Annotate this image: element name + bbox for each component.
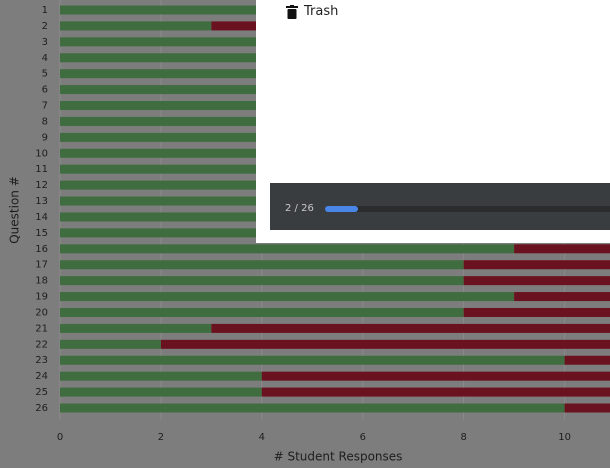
bar-segment (60, 387, 262, 397)
trash-icon (286, 4, 298, 19)
bar-segment (261, 387, 610, 397)
y-tick-label: 10 (35, 148, 48, 159)
y-tick-label: 13 (35, 196, 48, 207)
bar-segment (60, 323, 212, 333)
bar-segment (60, 371, 262, 381)
y-tick-label: 18 (35, 276, 48, 287)
y-tick-label: 11 (35, 164, 48, 175)
bar-segment (261, 371, 610, 381)
bar-segment (564, 403, 610, 413)
y-tick-label: 25 (35, 387, 48, 398)
bar-segment (60, 403, 565, 413)
bar-segment (463, 276, 610, 286)
viewer-bar: 2 / 26 (270, 183, 610, 230)
y-tick-label: 4 (42, 53, 48, 64)
y-tick-label: 17 (35, 260, 48, 271)
x-axis-title: # Student Responses (274, 450, 403, 464)
bar-segment (60, 276, 464, 286)
y-tick-label: 19 (35, 292, 48, 303)
page-counter: 2 / 26 (285, 203, 314, 214)
y-tick-label: 23 (35, 355, 48, 366)
y-axis-title: Question # (8, 176, 22, 244)
y-tick-label: 3 (42, 37, 48, 48)
bar-segment (60, 260, 464, 270)
y-tick-label: 22 (35, 339, 48, 350)
popup: Trash 2 / 26 (256, 0, 610, 243)
y-tick-label: 5 (42, 69, 48, 80)
y-tick-label: 15 (35, 228, 48, 239)
x-tick-label: 2 (158, 432, 164, 443)
trash-item[interactable]: Trash (286, 4, 338, 19)
y-tick-label: 24 (35, 371, 48, 382)
bar-segment (514, 244, 610, 254)
x-tick-label: 8 (460, 432, 466, 443)
trash-label: Trash (304, 4, 339, 19)
bar-segment (60, 292, 515, 302)
x-tick-label: 10 (558, 432, 571, 443)
bar-segment (60, 355, 565, 365)
bar-segment (463, 307, 610, 317)
y-tick-label: 14 (35, 212, 48, 223)
bar-segment (463, 260, 610, 270)
bar-segment (564, 355, 610, 365)
y-tick-label: 7 (42, 101, 48, 112)
x-tick-label: 0 (57, 432, 63, 443)
y-tick-label: 21 (35, 323, 48, 334)
y-tick-label: 6 (42, 85, 48, 96)
y-tick-label: 2 (42, 21, 48, 32)
y-tick-label: 20 (35, 307, 48, 318)
bar-segment (160, 339, 610, 349)
bar-segment (60, 339, 161, 349)
x-tick-label: 4 (259, 432, 265, 443)
bar-segment (60, 21, 212, 31)
bar-segment (60, 244, 515, 254)
y-tick-label: 9 (42, 132, 48, 143)
y-tick-label: 12 (35, 180, 48, 191)
y-tick-label: 26 (35, 403, 48, 414)
y-tick-label: 1 (42, 5, 48, 16)
progress-fill (325, 206, 358, 212)
bar-segment (60, 307, 464, 317)
y-tick-label: 8 (42, 116, 48, 127)
y-tick-label: 16 (35, 244, 48, 255)
bar-segment (211, 323, 610, 333)
progress-track[interactable] (325, 206, 610, 212)
x-tick-label: 6 (360, 432, 366, 443)
bar-segment (514, 292, 610, 302)
